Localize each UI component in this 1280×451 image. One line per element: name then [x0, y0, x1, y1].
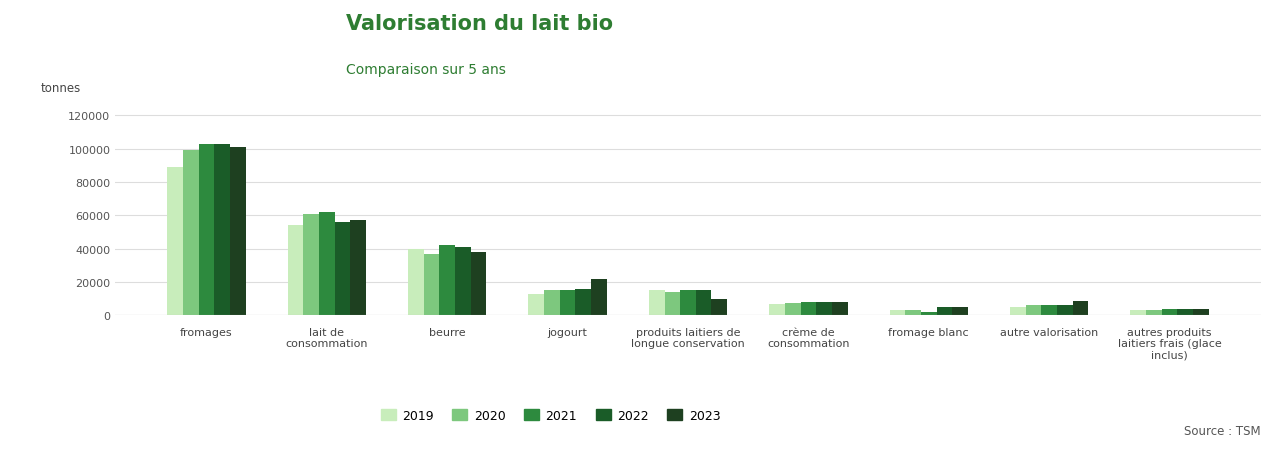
Bar: [769, 304, 785, 316]
Bar: [319, 212, 334, 316]
Bar: [230, 147, 246, 316]
Bar: [680, 291, 696, 316]
Bar: [1178, 309, 1193, 316]
Bar: [303, 214, 319, 316]
Bar: [214, 144, 230, 316]
Bar: [529, 294, 544, 316]
Text: Comparaison sur 5 ans: Comparaison sur 5 ans: [346, 63, 506, 77]
Bar: [454, 248, 471, 316]
Bar: [1010, 308, 1025, 316]
Text: Source : TSM: Source : TSM: [1184, 424, 1261, 437]
Bar: [424, 254, 439, 316]
Bar: [168, 167, 183, 316]
Bar: [696, 291, 712, 316]
Bar: [817, 302, 832, 316]
Text: Valorisation du lait bio: Valorisation du lait bio: [346, 14, 613, 33]
Bar: [832, 302, 847, 316]
Bar: [408, 249, 424, 316]
Bar: [351, 221, 366, 316]
Bar: [544, 291, 559, 316]
Bar: [937, 308, 952, 316]
Bar: [288, 226, 303, 316]
Bar: [890, 311, 905, 316]
Bar: [439, 246, 454, 316]
Bar: [905, 311, 922, 316]
Bar: [559, 291, 576, 316]
Bar: [1146, 310, 1162, 316]
Bar: [649, 291, 664, 316]
Bar: [198, 144, 214, 316]
Bar: [1042, 306, 1057, 316]
Bar: [471, 253, 486, 316]
Bar: [1162, 309, 1178, 316]
Bar: [1073, 302, 1088, 316]
Bar: [334, 222, 351, 316]
Bar: [800, 302, 817, 316]
Bar: [785, 303, 800, 316]
Bar: [1130, 310, 1146, 316]
Bar: [952, 308, 968, 316]
Bar: [1057, 306, 1073, 316]
Bar: [183, 151, 198, 316]
Bar: [1025, 306, 1042, 316]
Legend: 2019, 2020, 2021, 2022, 2023: 2019, 2020, 2021, 2022, 2023: [376, 404, 726, 427]
Bar: [591, 279, 607, 316]
Bar: [1193, 309, 1208, 316]
Bar: [712, 299, 727, 316]
Bar: [576, 289, 591, 316]
Bar: [922, 313, 937, 316]
Text: tonnes: tonnes: [41, 82, 81, 95]
Bar: [664, 292, 680, 316]
